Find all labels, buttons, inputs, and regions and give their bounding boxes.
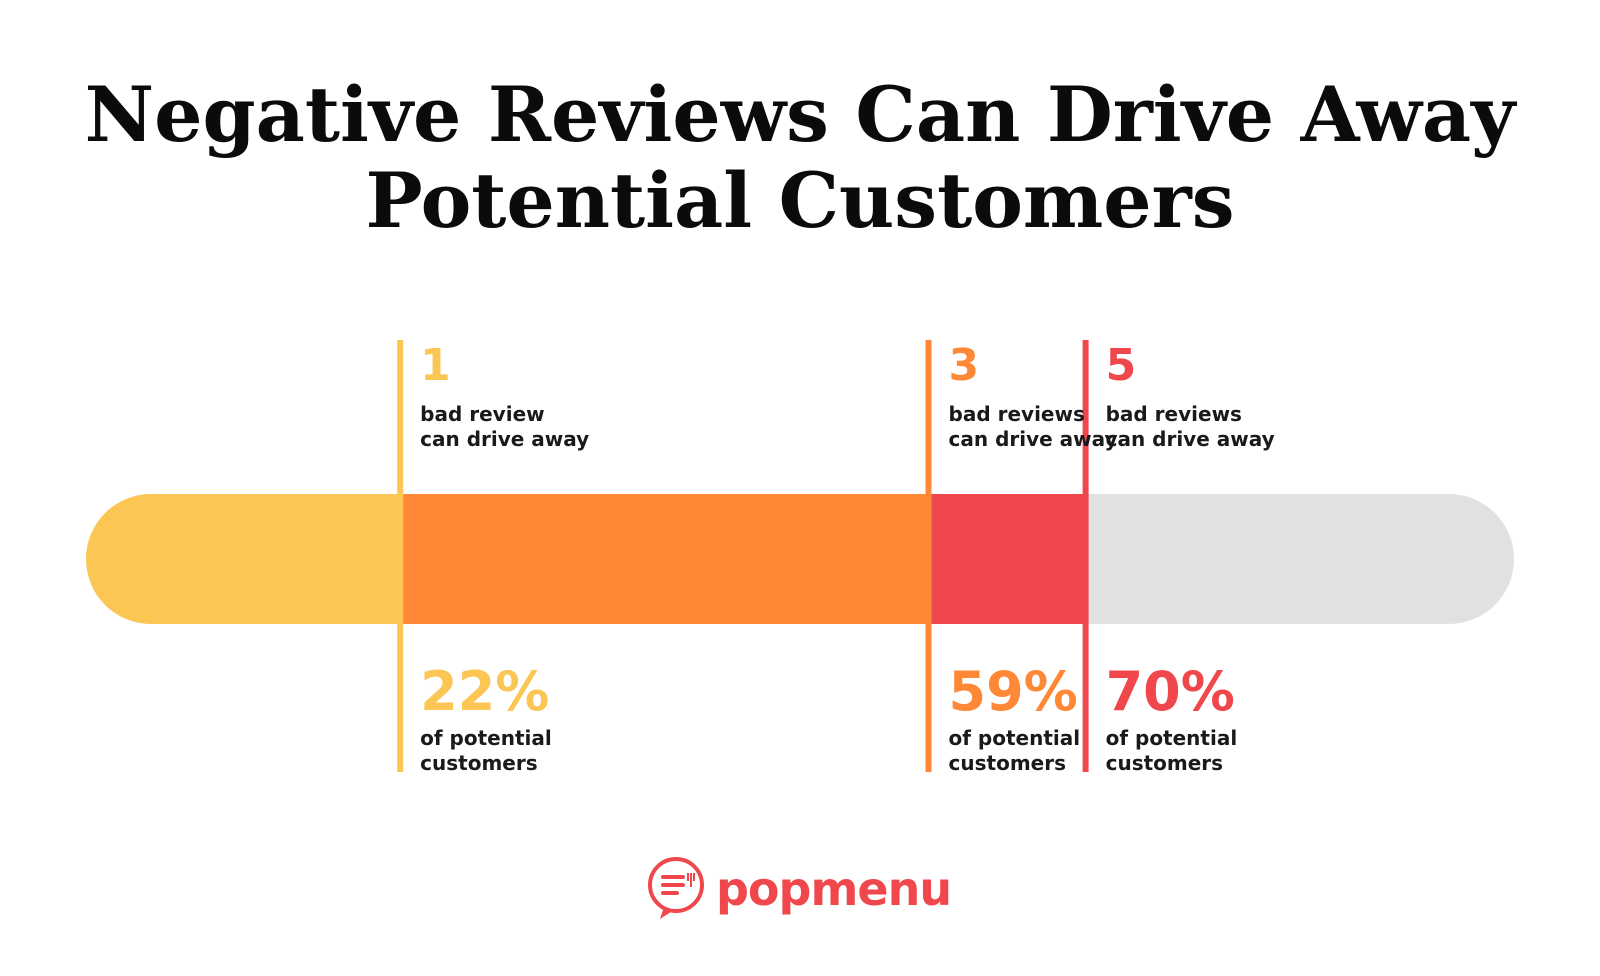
percent-caption: customers <box>948 751 1066 775</box>
percent-value: 59% <box>948 660 1078 723</box>
chat-bubble-menu-icon <box>648 857 704 919</box>
percent-caption: of potential <box>1105 726 1238 750</box>
review-caption: bad review <box>420 402 545 426</box>
review-caption: bad reviews <box>1105 402 1242 426</box>
percent-caption: customers <box>420 751 538 775</box>
bottom-label-2: 59% of potential customers <box>949 662 1081 776</box>
logo-wordmark: popmenu <box>716 862 952 916</box>
bar-track <box>86 494 1514 624</box>
review-count: 1 <box>420 340 451 391</box>
review-caption: bad reviews <box>948 402 1085 426</box>
percent-caption: of potential <box>420 726 552 750</box>
bar-segment-2 <box>400 494 929 624</box>
review-count: 5 <box>1105 340 1137 391</box>
marker-line-3 <box>1082 340 1089 772</box>
marker-line-2 <box>925 340 932 772</box>
bar-segment-3 <box>928 494 1086 624</box>
percent-caption: of potential <box>948 726 1081 750</box>
title-line-2: Potential Customers <box>365 156 1235 245</box>
chart-title: Negative Reviews Can Drive Away Potentia… <box>0 72 1600 244</box>
percent-value: 70% <box>1105 660 1235 723</box>
percent-caption: customers <box>1105 751 1224 775</box>
top-label-2: 3 bad reviews can drive away <box>949 342 1118 452</box>
percent-value: 22% <box>420 660 550 723</box>
bottom-label-3: 70% of potential customers <box>1106 662 1238 776</box>
marker-line-1 <box>397 340 404 772</box>
review-caption: can drive away <box>948 427 1118 451</box>
top-label-1: 1 bad review can drive away <box>420 342 589 452</box>
review-count: 3 <box>948 340 980 391</box>
review-caption: can drive away <box>1105 427 1275 451</box>
top-label-3: 5 bad reviews can drive away <box>1106 342 1275 452</box>
bottom-label-1: 22% of potential customers <box>420 662 552 776</box>
review-caption: can drive away <box>420 427 590 451</box>
popmenu-logo: popmenu <box>646 855 952 923</box>
title-line-1: Negative Reviews Can Drive Away <box>84 70 1516 159</box>
bar-segment-1 <box>86 494 401 624</box>
